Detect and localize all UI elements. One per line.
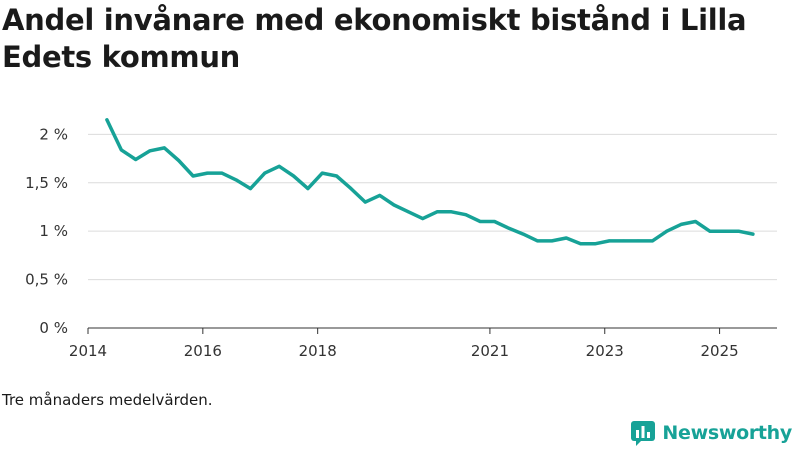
data-point [292, 174, 296, 178]
x-tick-label: 2018 [299, 342, 337, 360]
data-point [579, 242, 583, 246]
data-point [636, 239, 640, 243]
data-point [665, 229, 669, 233]
data-point [177, 159, 181, 163]
data-point [220, 171, 224, 175]
data-point [306, 187, 310, 191]
series-line [105, 118, 755, 246]
data-point [708, 229, 712, 233]
data-point [335, 174, 339, 178]
brand-logo[interactable]: Newsworthy [630, 420, 792, 446]
data-point [464, 213, 468, 217]
chart-title: Andel invånare med ekonomiskt bistånd i … [2, 3, 747, 74]
x-tick-label: 2016 [184, 342, 222, 360]
data-point [679, 222, 683, 226]
data-point [277, 164, 281, 168]
data-point [134, 158, 138, 162]
data-point [320, 171, 324, 175]
x-axis: 2014 2016 2018 2021 2023 2025 [69, 327, 777, 360]
series-layer [105, 118, 755, 246]
newsworthy-logo-icon [631, 421, 656, 446]
data-point [722, 229, 726, 233]
data-point [622, 239, 626, 243]
data-point [162, 146, 166, 150]
data-point [607, 239, 611, 243]
y-tick-label: 2 % [39, 125, 68, 143]
x-tick-label: 2014 [69, 342, 107, 360]
data-point [751, 232, 755, 236]
data-point [406, 210, 410, 214]
data-point [564, 236, 568, 240]
data-point [435, 210, 439, 214]
y-tick-label: 0 % [39, 319, 68, 337]
y-tick-label: 1,5 % [25, 174, 68, 192]
data-point [507, 226, 511, 230]
data-point [421, 217, 425, 221]
data-point [392, 203, 396, 207]
x-tick-label: 2021 [471, 342, 509, 360]
data-point [521, 232, 525, 236]
data-point [378, 193, 382, 197]
data-point [119, 148, 123, 152]
y-axis-ticks: 0 % 0,5 % 1 % 1,5 % 2 % [25, 125, 68, 337]
data-point [191, 174, 195, 178]
brand-name: Newsworthy [662, 422, 792, 444]
footnote: Tre månaders medelvärden. [2, 391, 213, 409]
y-tick-label: 1 % [39, 222, 68, 240]
data-point [536, 239, 540, 243]
data-point [449, 210, 453, 214]
data-point [493, 220, 497, 223]
y-tick-label: 0,5 % [25, 271, 68, 289]
x-tick-label: 2023 [586, 342, 624, 360]
data-point [234, 178, 238, 182]
data-point [105, 118, 109, 122]
data-point [148, 149, 152, 153]
data-point [693, 220, 697, 223]
data-point [593, 242, 597, 246]
x-tick-label: 2025 [700, 342, 738, 360]
data-point [478, 220, 482, 223]
data-point [349, 187, 353, 191]
data-point [650, 239, 654, 243]
gridlines [88, 133, 777, 281]
data-point [263, 171, 267, 175]
data-point [550, 239, 554, 243]
data-point [737, 229, 741, 233]
data-point [205, 171, 209, 175]
data-point [363, 200, 367, 204]
data-point [248, 187, 252, 191]
